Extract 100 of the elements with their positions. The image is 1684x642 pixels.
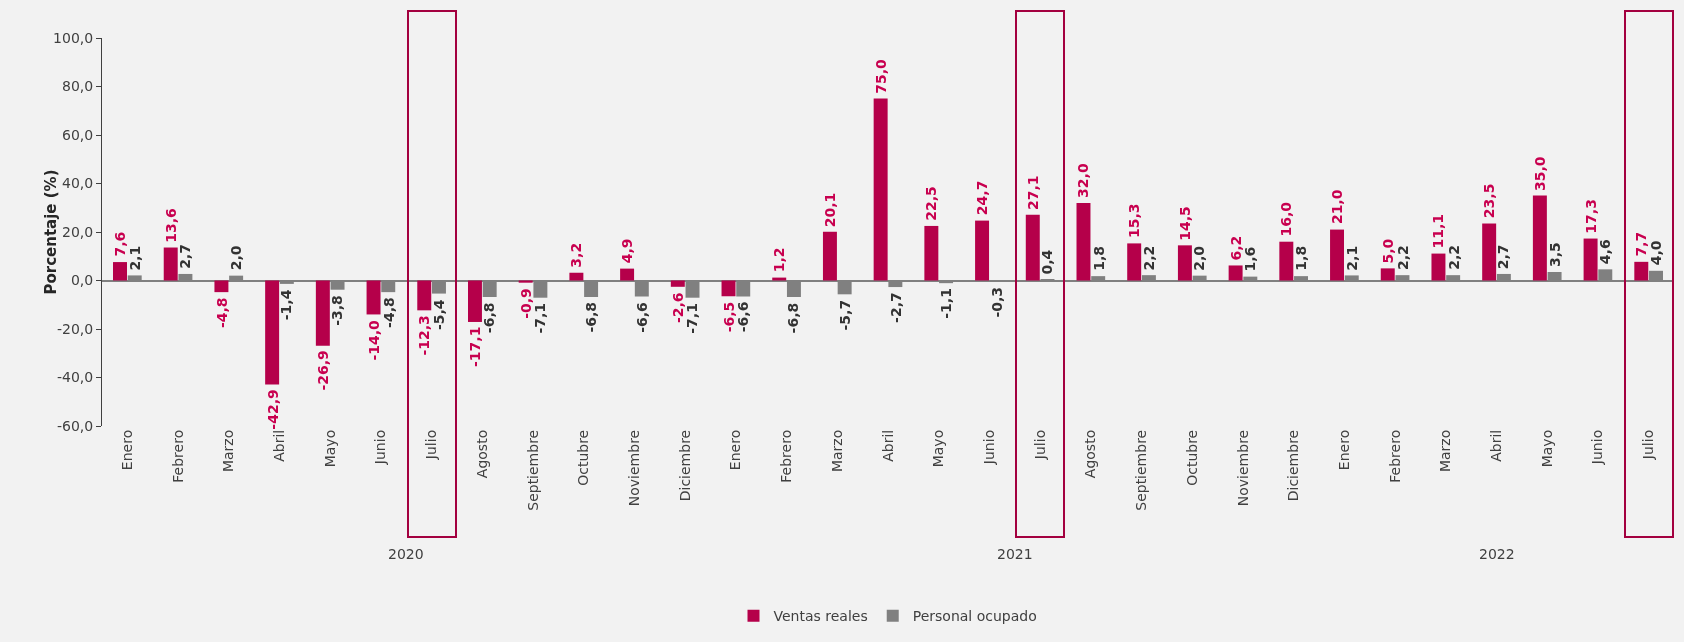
data-label: 7,6 <box>112 231 129 257</box>
bar <box>1076 202 1091 281</box>
x-tick-label: Abril <box>1488 429 1505 462</box>
y-tick-label: 20,0 <box>62 223 94 240</box>
x-tick-label: Marzo <box>1437 429 1454 473</box>
data-label: -3,8 <box>329 295 346 326</box>
bar <box>518 280 533 283</box>
data-label: 15,3 <box>1126 203 1143 239</box>
data-label: 7,7 <box>1632 231 1649 257</box>
x-tick-label: Diciembre <box>1285 429 1302 502</box>
data-label: -5,4 <box>430 299 447 331</box>
data-label: 5,0 <box>1379 238 1396 264</box>
data-label: 1,2 <box>771 247 788 273</box>
data-label: 2,7 <box>176 244 193 269</box>
data-label: 3,5 <box>1547 242 1564 268</box>
text: 2020 <box>388 546 424 562</box>
bar <box>417 280 432 311</box>
bar <box>1228 265 1243 281</box>
data-label: 23,5 <box>1481 183 1498 219</box>
data-label: 0,4 <box>1039 249 1056 275</box>
bar <box>1177 245 1192 281</box>
bar <box>467 280 482 322</box>
x-tick-label: Enero <box>1335 429 1352 471</box>
x-tick-label: Mayo <box>1538 429 1555 468</box>
x-tick-label: Abril <box>879 429 896 462</box>
bar <box>620 268 635 281</box>
x-tick-label: Noviembre <box>626 429 642 507</box>
bar <box>1431 253 1446 281</box>
y-tick-label: 100,0 <box>53 29 94 46</box>
data-label: 2,0 <box>227 245 244 271</box>
data-label: -2,6 <box>669 292 686 324</box>
x-tick-label: Junio <box>1589 429 1606 466</box>
x-tick-label: Enero <box>118 429 135 471</box>
bar <box>772 277 787 281</box>
legend-label: Ventas reales <box>773 608 868 625</box>
x-tick-label: Septiembre <box>1133 429 1150 511</box>
data-label: 2,2 <box>1141 245 1158 271</box>
x-tick-label: Mayo <box>321 429 338 468</box>
data-label: 2,2 <box>1445 245 1462 270</box>
data-label: -2,7 <box>887 292 904 323</box>
data-label: 13,6 <box>162 208 179 243</box>
legend-label: Personal ocupado <box>912 608 1037 625</box>
data-label: -4,8 <box>213 297 230 329</box>
x-tick-label: Marzo <box>828 429 845 473</box>
bar <box>113 262 127 281</box>
x-tick-label: Enero <box>727 429 744 471</box>
data-label: 2,7 <box>1495 244 1512 270</box>
bar <box>1532 195 1547 281</box>
bar <box>214 280 229 293</box>
data-label: 21,0 <box>1328 189 1345 225</box>
data-label: 16,0 <box>1278 201 1295 237</box>
x-tick-label: Julio <box>1640 429 1657 461</box>
data-label: -1,4 <box>278 289 295 321</box>
x-tick-label: Agosto <box>1082 429 1099 479</box>
data-label: -6,8 <box>582 301 599 333</box>
data-label: 14,5 <box>1177 206 1194 241</box>
text: 2021 <box>997 546 1033 562</box>
x-tick-label: Marzo <box>220 429 237 473</box>
bar <box>1380 268 1395 281</box>
x-tick-label: Junio <box>980 429 997 466</box>
data-label: 2,2 <box>1394 245 1411 271</box>
x-tick-label: Noviembre <box>1234 429 1251 507</box>
data-label: -42,9 <box>264 389 281 430</box>
data-label: -7,1 <box>684 303 701 334</box>
data-label: 3,2 <box>568 242 585 268</box>
x-tick-label: Febrero <box>778 429 795 483</box>
x-tick-label: Julio <box>1031 429 1048 461</box>
data-label: 27,1 <box>1024 175 1041 211</box>
data-label: 1,8 <box>1090 246 1107 271</box>
data-label: 4,0 <box>1647 240 1664 266</box>
bar <box>1127 243 1142 281</box>
x-tick-label: Julio <box>423 429 440 461</box>
data-label: -5,7 <box>836 299 853 331</box>
data-label: -0,3 <box>989 286 1006 318</box>
x-tick-label: Octubre <box>1183 429 1200 486</box>
data-label: -1,1 <box>938 288 955 319</box>
data-label: -0,9 <box>517 288 534 319</box>
data-label: -17,1 <box>467 326 483 367</box>
bar <box>265 280 280 385</box>
bar <box>924 225 939 281</box>
data-label: -6,5 <box>720 301 737 333</box>
data-label: 1,6 <box>1242 246 1259 272</box>
y-tick-label: -60,0 <box>56 417 94 434</box>
data-label: -6,6 <box>735 301 752 333</box>
data-label: 1,8 <box>1293 245 1310 271</box>
data-label: -6,6 <box>633 302 650 333</box>
bar <box>822 231 837 281</box>
x-tick-label: Diciembre <box>676 429 693 502</box>
data-label: -6,8 <box>481 302 498 334</box>
x-tick-label: Septiembre <box>524 429 541 511</box>
data-label: -6,8 <box>785 302 802 334</box>
x-tick-label: Abril <box>271 429 288 462</box>
y-tick-label: 80,0 <box>62 78 94 95</box>
bar <box>163 247 178 281</box>
data-label: 20,1 <box>821 192 838 228</box>
data-label: 6,2 <box>1227 235 1244 261</box>
bar <box>975 220 990 281</box>
bar <box>1025 214 1040 281</box>
bar <box>670 280 685 287</box>
data-label: 32,0 <box>1075 163 1092 198</box>
